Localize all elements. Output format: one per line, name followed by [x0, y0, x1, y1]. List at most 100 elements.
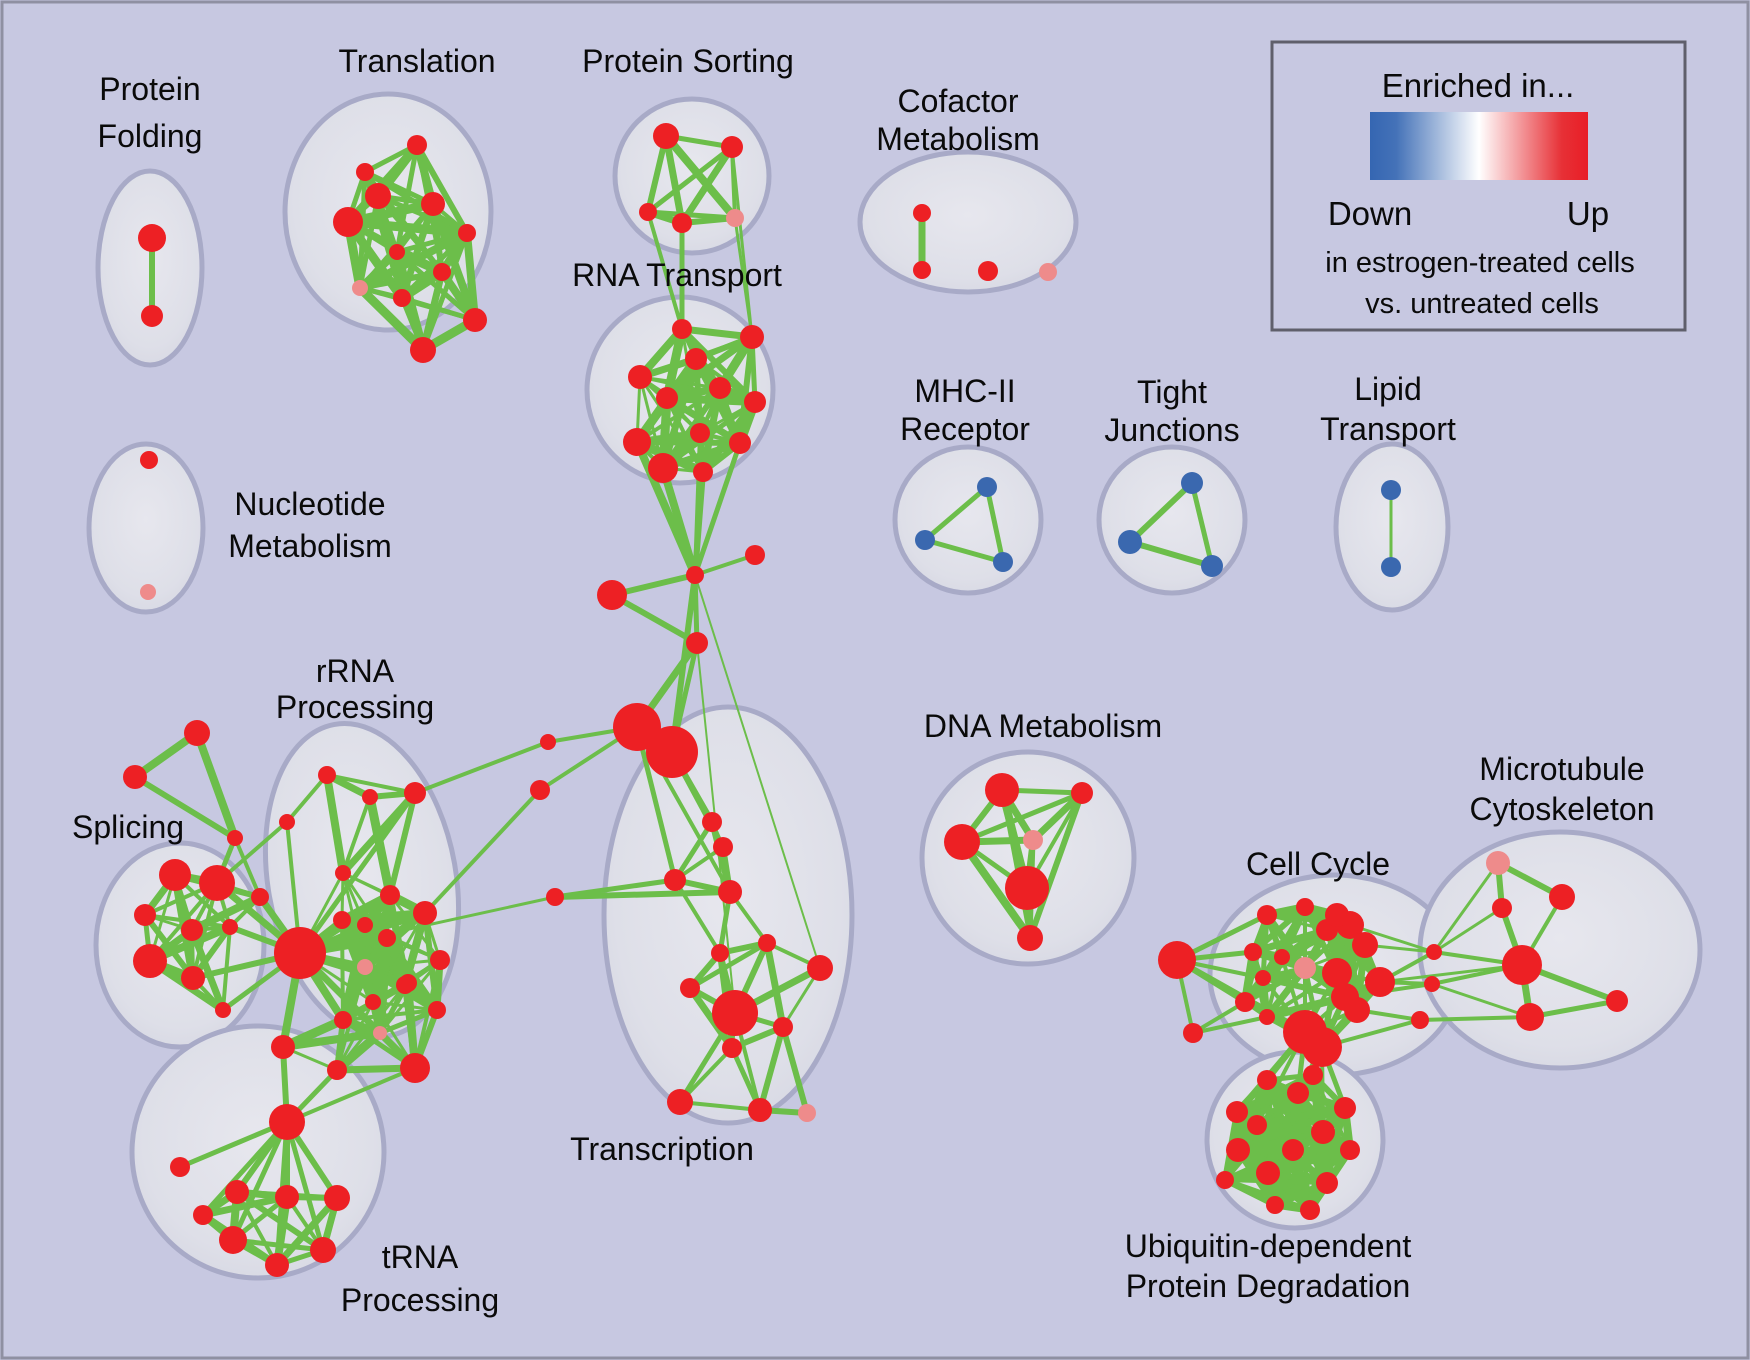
gene-set-node-tj-2: [1201, 555, 1223, 577]
edge: [423, 788, 542, 915]
gene-set-node-tr-8: [712, 990, 758, 1036]
legend-caption-line2: vs. untreated cells: [1365, 288, 1599, 320]
gene-set-node-sp-1: [199, 865, 235, 901]
edge: [463, 229, 479, 324]
cluster-label-protein-sorting: Protein Sorting: [582, 43, 794, 79]
cluster-label-mhc-ii-receptor: MHC-II: [914, 373, 1015, 409]
gene-set-node-mh-1: [915, 530, 935, 550]
gene-set-node-ub-3: [1226, 1101, 1248, 1123]
gene-set-node-tl-4: [458, 224, 476, 242]
gene-set-node-tl-9: [410, 337, 436, 363]
gene-set-node-lp-1: [1381, 557, 1401, 577]
gene-set-node-tl-2: [421, 192, 445, 216]
gene-set-node-rr-4: [380, 885, 400, 905]
edge: [672, 819, 715, 883]
gene-set-node-jx-4: [613, 703, 661, 751]
gene-set-node-mt-0: [1486, 851, 1510, 875]
gene-set-node-cc-6: [1244, 943, 1262, 961]
gene-set-node-dm-1: [1071, 782, 1093, 804]
cluster-bubble-cf: [857, 149, 1079, 295]
gene-set-node-ub-8: [1282, 1139, 1304, 1161]
gene-set-node-jx-7: [530, 780, 550, 800]
gene-set-node-rr-2: [404, 782, 426, 804]
gene-set-node-cf-1: [913, 261, 931, 279]
edge: [132, 774, 238, 841]
gene-set-node-tr-5: [758, 934, 776, 952]
gene-set-node-rr-18: [396, 976, 414, 994]
gene-set-node-tj-1: [1118, 530, 1142, 554]
edge: [323, 771, 347, 877]
gene-set-node-rr-5: [333, 911, 351, 929]
gene-set-node-tn-7: [265, 1253, 289, 1277]
gene-set-node-tl-8: [463, 308, 487, 332]
gene-set-node-tl-3: [333, 207, 363, 237]
edge: [663, 394, 759, 406]
gene-set-node-cc-18: [1302, 1027, 1342, 1067]
gene-set-node-tn-8: [193, 1205, 213, 1225]
gene-set-node-sp-2: [134, 904, 156, 926]
edge: [678, 1100, 762, 1112]
gene-set-node-cc-2: [1257, 905, 1277, 925]
cluster-label-rrna-processing: Processing: [276, 689, 434, 725]
edge: [363, 958, 442, 969]
edge: [662, 132, 686, 227]
gene-set-node-rr-12: [373, 1026, 387, 1040]
cluster-label-splicing: Splicing: [72, 809, 184, 845]
gene-set-node-tr-4: [711, 944, 729, 962]
gene-set-node-ub-2: [1287, 1082, 1309, 1104]
edge: [552, 889, 733, 900]
gene-set-node-tl-7: [393, 289, 411, 307]
gene-set-node-rr-7: [378, 929, 396, 947]
edge: [325, 773, 417, 795]
edge: [634, 439, 743, 446]
gene-set-node-rt-8: [623, 428, 651, 456]
edge: [343, 217, 407, 303]
cluster-label-nucleotide-metabolism: Nucleotide: [234, 486, 385, 522]
edge: [678, 143, 736, 227]
edge: [1029, 789, 1086, 844]
gene-set-node-tl-10: [352, 280, 368, 296]
edge: [780, 1024, 810, 1116]
gene-set-node-cf-3: [1039, 263, 1057, 281]
gene-set-node-tj-0: [1181, 472, 1203, 494]
edge: [1527, 998, 1620, 1020]
gene-set-node-dm-0: [985, 773, 1019, 807]
gene-set-node-rt-11: [693, 462, 713, 482]
edge: [686, 984, 736, 1052]
gene-set-node-jx-6: [540, 734, 556, 750]
gene-set-node-rr-19: [274, 927, 326, 979]
edge: [341, 795, 372, 875]
edge: [358, 286, 477, 322]
gene-set-node-cc-19: [1325, 903, 1349, 927]
gene-set-node-mt-3: [1502, 945, 1542, 985]
gene-set-node-mt-4: [1516, 1003, 1544, 1031]
edge: [285, 773, 329, 824]
cluster-bubble-nm: [86, 441, 206, 615]
gene-set-node-rt-6: [744, 391, 766, 413]
cluster-label-cofactor-metabolism: Metabolism: [876, 121, 1040, 157]
gene-set-node-cc-3: [1296, 898, 1314, 916]
gene-set-node-rt-7: [690, 423, 710, 443]
cluster-label-protein-folding: Folding: [98, 118, 203, 154]
cluster-label-rna-transport: RNA Transport: [572, 257, 782, 293]
gene-set-node-mt-5: [1606, 990, 1628, 1012]
gene-set-node-rr-0: [318, 766, 336, 784]
gene-set-node-tr-6: [807, 955, 833, 981]
edge: [1222, 1177, 1278, 1208]
edge: [284, 1119, 326, 1253]
gene-set-node-tr-12: [748, 1098, 772, 1122]
cluster-label-tight-junctions: Tight: [1137, 374, 1207, 410]
gene-set-node-rt-0: [672, 319, 692, 339]
edge: [646, 210, 684, 331]
edge: [1191, 1000, 1247, 1035]
legend-caption-line1: in estrogen-treated cells: [1325, 247, 1635, 279]
edge: [298, 895, 557, 955]
gene-set-node-nm-1: [140, 584, 156, 600]
edge: [296, 949, 419, 1072]
gene-set-node-ub-9: [1340, 1140, 1360, 1160]
edge: [730, 145, 754, 339]
gene-set-node-dm-3: [1023, 830, 1043, 850]
cluster-label-protein-folding: Protein: [99, 71, 200, 107]
gene-set-node-tg-1: [123, 765, 147, 789]
